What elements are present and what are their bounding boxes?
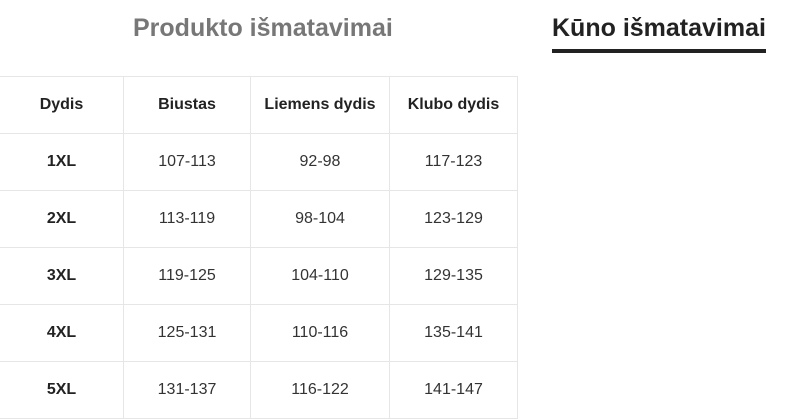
- header-waist: Liemens dydis: [250, 76, 390, 134]
- table-header-row: Dydis Biustas Liemens dydis Klubo dydis: [0, 76, 518, 134]
- cell-hip: 129-135: [389, 247, 518, 305]
- header-bust: Biustas: [123, 76, 251, 134]
- header-size: Dydis: [0, 76, 124, 134]
- cell-size: 4XL: [0, 304, 124, 362]
- cell-bust: 113-119: [123, 190, 251, 248]
- table-row: 5XL 131-137 116-122 141-147: [0, 361, 518, 419]
- table-row: 3XL 119-125 104-110 129-135: [0, 247, 518, 305]
- cell-bust: 125-131: [123, 304, 251, 362]
- cell-hip: 135-141: [389, 304, 518, 362]
- tab-product-measurements[interactable]: Produkto išmatavimai: [133, 14, 393, 42]
- cell-waist: 104-110: [250, 247, 390, 305]
- tab-body-measurements[interactable]: Kūno išmatavimai: [552, 14, 766, 53]
- cell-bust: 107-113: [123, 133, 251, 191]
- table-row: 1XL 107-113 92-98 117-123: [0, 133, 518, 191]
- cell-waist: 116-122: [250, 361, 390, 419]
- cell-size: 3XL: [0, 247, 124, 305]
- cell-size: 2XL: [0, 190, 124, 248]
- table-row: 2XL 113-119 98-104 123-129: [0, 190, 518, 248]
- cell-waist: 98-104: [250, 190, 390, 248]
- cell-bust: 119-125: [123, 247, 251, 305]
- cell-waist: 92-98: [250, 133, 390, 191]
- table-row: 4XL 125-131 110-116 135-141: [0, 304, 518, 362]
- cell-size: 5XL: [0, 361, 124, 419]
- cell-size: 1XL: [0, 133, 124, 191]
- cell-hip: 141-147: [389, 361, 518, 419]
- cell-hip: 117-123: [389, 133, 518, 191]
- header-hip: Klubo dydis: [389, 76, 518, 134]
- cell-hip: 123-129: [389, 190, 518, 248]
- size-table: Dydis Biustas Liemens dydis Klubo dydis …: [0, 76, 518, 419]
- cell-waist: 110-116: [250, 304, 390, 362]
- cell-bust: 131-137: [123, 361, 251, 419]
